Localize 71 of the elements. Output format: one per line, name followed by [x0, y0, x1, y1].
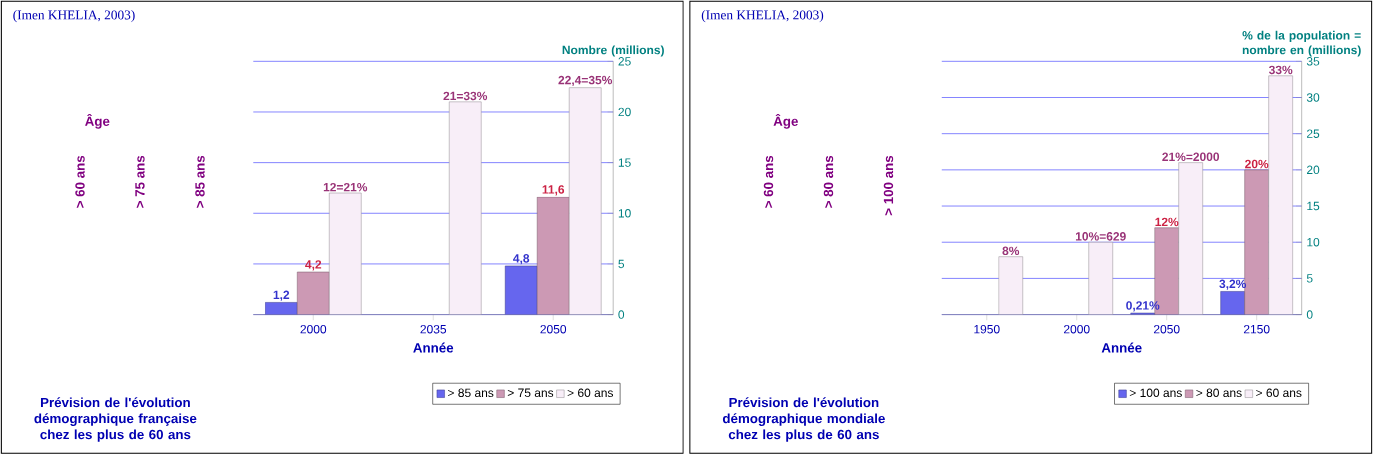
bar	[329, 192, 362, 315]
y-tick-label: 20	[618, 107, 631, 117]
bar	[998, 256, 1024, 315]
y-axis-title: % de la population = nombre en (millions)	[1242, 30, 1361, 57]
y-tick-label: 20	[1306, 165, 1320, 175]
y-tick-label: 15	[1307, 202, 1320, 211]
bar	[1268, 75, 1293, 315]
text: (Imen KHELIA, 2003)	[13, 10, 135, 23]
legend-label: > 60 ans	[1256, 388, 1302, 398]
text: (Imen KHELIA, 2003)	[701, 10, 824, 23]
text: > 60 ans	[75, 156, 85, 208]
text: > 85 ans	[195, 156, 205, 208]
bar	[1088, 242, 1113, 315]
data-label: 20%	[1245, 159, 1269, 169]
legend-label: > 60 ans	[567, 388, 614, 398]
data-label: 22,4=35%	[558, 76, 613, 87]
bar	[1178, 162, 1203, 315]
text: > 100 ans	[883, 156, 894, 216]
y-tick-label: 10	[1307, 238, 1320, 247]
y-tick-label: 30	[1306, 93, 1320, 102]
bar	[448, 101, 482, 315]
legend-label: > 75 ans	[507, 388, 554, 398]
data-label: 12%	[1155, 217, 1179, 227]
data-label: 11,6	[542, 185, 565, 196]
text: Âge	[85, 114, 110, 129]
x-tick-label: 2035	[420, 325, 447, 334]
bar	[504, 265, 538, 315]
x-axis-title: Année	[1101, 342, 1142, 353]
x-tick-label: 2150	[1243, 325, 1270, 334]
y-tick-label: 25	[618, 57, 631, 66]
x-tick-label: 2000	[1064, 325, 1090, 334]
data-label: 4,2	[305, 260, 322, 271]
legend-label: > 80 ans	[1196, 388, 1242, 398]
legend-label: > 100 ans	[1129, 388, 1182, 398]
data-label: 21=33%	[443, 91, 488, 101]
text: Âge	[773, 114, 798, 129]
data-label: 0,21%	[1126, 301, 1160, 312]
x-tick-label: 1950	[974, 325, 1000, 334]
y-tick-label: 25	[1306, 129, 1320, 139]
data-label: 4,8	[513, 254, 530, 265]
data-label: 1,2	[273, 290, 290, 302]
text: Prévision de l'évolution démographique française chez les plus de 60 ans	[34, 397, 197, 443]
x-tick-label: 2050	[1153, 325, 1180, 334]
text: > 60 ans	[763, 156, 774, 208]
data-label: 3,2%	[1219, 279, 1247, 291]
text: > 75 ans	[135, 156, 145, 208]
text: Prévision de l'évolution démographique mondiale chez les plus de 60 ans	[722, 397, 885, 443]
y-tick-label: 5	[618, 259, 625, 269]
y-tick-label: 35	[1306, 57, 1320, 66]
x-axis-title: Année	[413, 342, 454, 353]
bar	[297, 271, 330, 315]
y-tick-label: 15	[618, 158, 631, 168]
text: > 80 ans	[823, 156, 834, 208]
y-tick-label: 5	[1306, 274, 1313, 283]
bar	[265, 302, 298, 315]
y-tick-label: 0	[618, 310, 625, 320]
data-label: 8%	[1002, 246, 1020, 256]
bar	[1220, 291, 1245, 315]
y-tick-label: 10	[618, 209, 631, 218]
y-axis-title: Nombre (millions)	[562, 45, 664, 57]
legend-label: > 85 ans	[448, 388, 494, 398]
bar	[1244, 169, 1269, 315]
bar	[568, 87, 602, 315]
data-label: 12=21%	[323, 183, 368, 192]
data-label: 10%=629	[1075, 232, 1126, 241]
data-label: 33%	[1268, 65, 1293, 75]
y-tick-label: 0	[1306, 310, 1313, 320]
data-label: 21%=2000	[1162, 152, 1220, 162]
x-tick-label: 2050	[540, 325, 567, 334]
bar	[536, 197, 570, 315]
x-tick-label: 2000	[300, 325, 327, 334]
